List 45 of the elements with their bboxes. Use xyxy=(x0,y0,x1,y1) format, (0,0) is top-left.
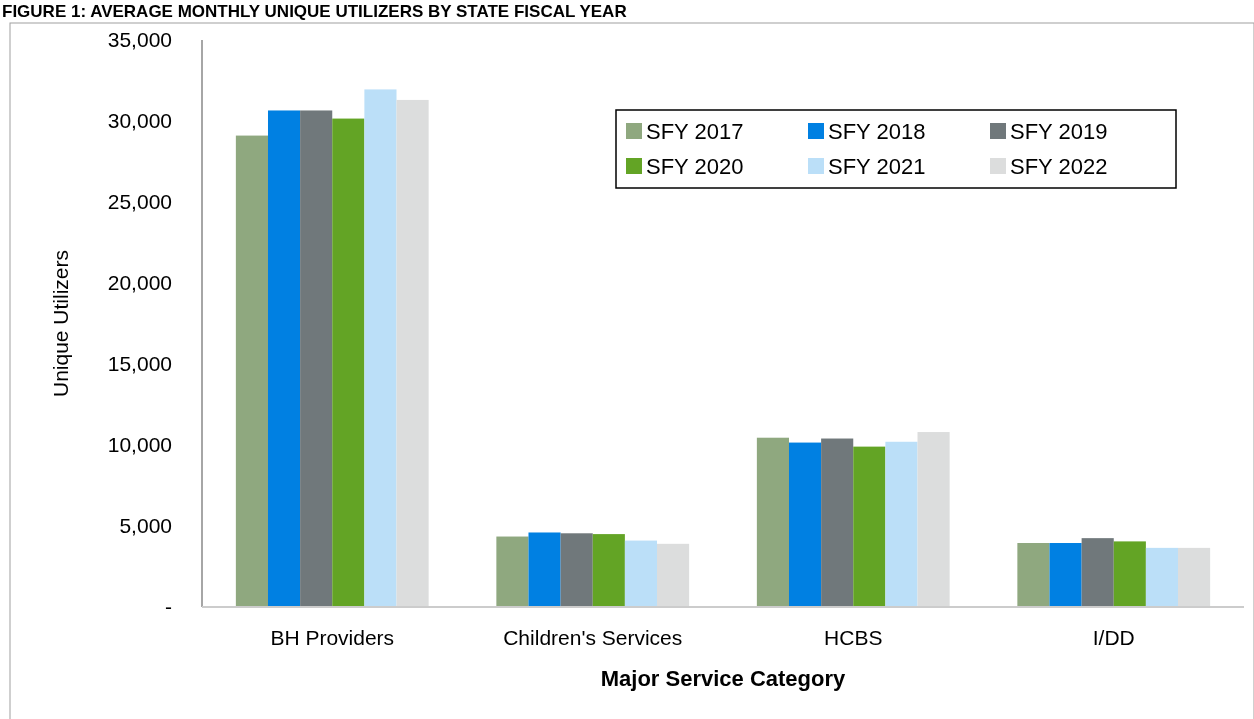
bar xyxy=(853,446,886,607)
bar xyxy=(885,441,918,607)
bar xyxy=(1049,543,1082,607)
bar xyxy=(756,437,789,607)
legend-label: SFY 2021 xyxy=(828,153,926,179)
bar xyxy=(364,89,397,607)
legend-label: SFY 2020 xyxy=(646,153,744,179)
x-tick-label: I/DD xyxy=(1092,626,1135,649)
bar xyxy=(300,110,333,607)
y-tick-label: 25,000 xyxy=(107,190,172,214)
bar xyxy=(528,532,561,607)
bar xyxy=(917,432,950,607)
bar xyxy=(788,442,822,607)
y-tick-label: 35,000 xyxy=(107,28,172,52)
legend-label: SFY 2018 xyxy=(828,118,926,144)
legend-label: SFY 2022 xyxy=(1010,153,1108,179)
bar xyxy=(821,438,854,607)
x-tick-label: HCBS xyxy=(824,626,883,649)
y-tick-label: 5,000 xyxy=(119,514,172,538)
y-tick-label: 10,000 xyxy=(107,433,172,457)
x-tick-label: BH Providers xyxy=(270,626,395,649)
y-tick-label: 30,000 xyxy=(107,109,172,133)
bar xyxy=(267,110,301,607)
bar xyxy=(624,540,658,607)
bar xyxy=(657,543,690,607)
bar xyxy=(592,534,625,607)
bar xyxy=(496,536,529,607)
chart-title: FIGURE 1: AVERAGE MONTHLY UNIQUE UTILIZERS BY STATE FISCAL YEAR xyxy=(2,2,627,21)
legend-label: SFY 2017 xyxy=(646,118,744,144)
bar xyxy=(1113,541,1146,607)
legend-label: SFY 2019 xyxy=(1010,118,1108,144)
bar xyxy=(1145,547,1179,607)
y-tick-label: 15,000 xyxy=(107,352,172,376)
x-axis-title: Major Service Category xyxy=(600,666,847,691)
bar xyxy=(560,533,593,607)
bar xyxy=(332,118,365,607)
bar xyxy=(1081,538,1114,607)
bar xyxy=(396,99,429,607)
y-axis-title: Unique Utilizers xyxy=(49,249,72,398)
y-tick-label: - xyxy=(165,595,172,619)
bar xyxy=(1017,543,1050,607)
bar xyxy=(235,135,268,607)
y-tick-label: 20,000 xyxy=(107,271,172,295)
x-tick-label: Children's Services xyxy=(503,626,683,649)
bar xyxy=(1178,547,1211,607)
